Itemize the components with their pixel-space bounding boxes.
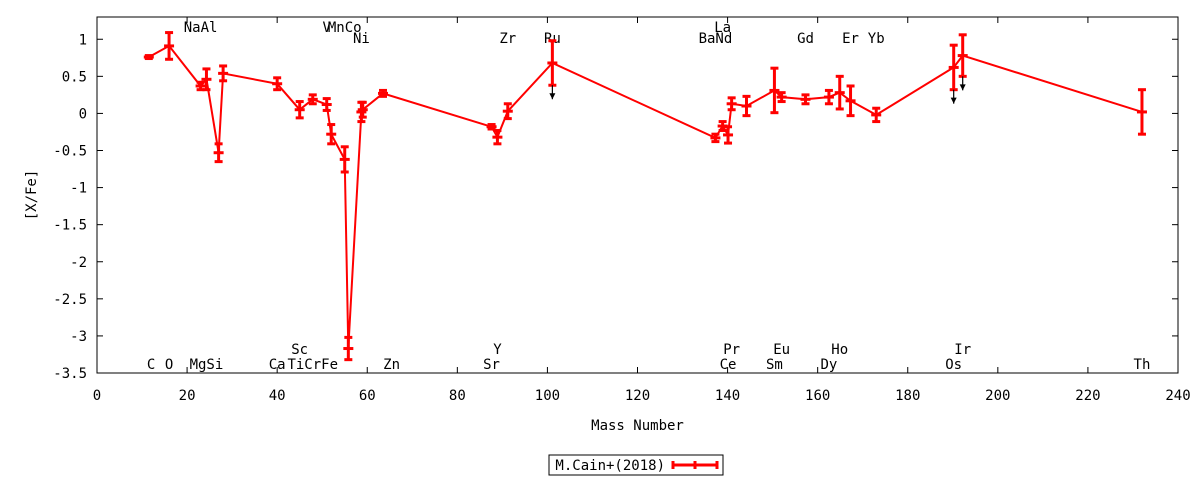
- x-tick-label: 220: [1075, 388, 1100, 404]
- element-label: Ni: [353, 31, 370, 47]
- data-point: [213, 142, 224, 164]
- data-point: [741, 94, 752, 118]
- x-axis-label: Mass Number: [591, 418, 684, 434]
- x-tick-label: 120: [625, 388, 650, 404]
- element-label: C: [147, 357, 155, 373]
- y-tick-label: -0.5: [53, 144, 87, 160]
- element-label: Ho: [831, 342, 848, 358]
- data-point: [339, 145, 350, 174]
- data-point: [723, 125, 734, 145]
- element-label: Pr: [723, 342, 740, 358]
- data-point: [948, 43, 959, 104]
- data-point: [823, 88, 834, 106]
- data-point: [357, 100, 368, 119]
- element-label: Gd: [797, 31, 814, 47]
- data-point: [326, 123, 337, 146]
- element-label: Ru: [544, 31, 561, 47]
- element-label: MgSi: [190, 357, 224, 373]
- data-point: [294, 100, 305, 120]
- data-point: [834, 74, 845, 111]
- data-point: [845, 84, 856, 118]
- element-label: Eu: [773, 342, 790, 358]
- y-tick-label: -3.5: [53, 366, 87, 382]
- legend: M.Cain+(2018): [548, 454, 724, 476]
- element-label: Os: [945, 357, 962, 373]
- data-point: [502, 102, 513, 121]
- legend-key: [671, 461, 719, 469]
- data-point: [726, 96, 737, 112]
- upper-limit-arrowhead: [959, 84, 966, 91]
- element-label: Sm: [766, 357, 783, 373]
- data-point: [343, 335, 354, 362]
- data-point: [378, 88, 389, 98]
- x-tick-label: 180: [895, 388, 920, 404]
- series-line: [148, 44, 1143, 349]
- series-layer: [143, 31, 1147, 362]
- data-point: [143, 54, 154, 61]
- plot-frame: [96, 16, 1179, 374]
- y-tick-label: -2.5: [53, 292, 87, 308]
- data-point: [218, 64, 229, 83]
- data-point: [776, 91, 787, 104]
- x-tick-label: 100: [535, 388, 560, 404]
- data-point: [321, 97, 332, 112]
- y-tick-label: 0: [79, 106, 87, 122]
- data-point: [957, 33, 968, 91]
- data-point: [307, 93, 318, 106]
- y-axis-label: [X/Fe]: [24, 170, 40, 221]
- data-point: [164, 31, 175, 61]
- data-point: [871, 106, 882, 124]
- x-tick-label: 40: [269, 388, 286, 404]
- y-tick-label: -2: [70, 255, 87, 271]
- element-label: La: [714, 20, 731, 36]
- element-label: Zr: [499, 31, 516, 47]
- x-tick-label: 80: [449, 388, 466, 404]
- legend-label: M.Cain+(2018): [555, 458, 665, 474]
- data-point: [272, 76, 283, 92]
- x-tick-label: 200: [985, 388, 1010, 404]
- element-label: Sc: [291, 342, 308, 358]
- element-label: Ca: [269, 357, 286, 373]
- y-tick-label: -1.5: [53, 218, 87, 234]
- element-label: Y: [493, 342, 502, 358]
- x-tick-label: 60: [359, 388, 376, 404]
- element-label: Dy: [820, 357, 837, 373]
- element-label: Ir: [954, 342, 971, 358]
- data-point: [547, 39, 558, 100]
- data-point: [201, 67, 212, 92]
- upper-limit-arrowhead: [549, 93, 556, 100]
- y-tick-label: -3: [70, 329, 87, 345]
- data-point: [800, 93, 811, 106]
- legend-box: [548, 454, 724, 476]
- element-label: Th: [1134, 357, 1151, 373]
- upper-limit-arrowhead: [950, 97, 957, 104]
- element-label: Yb: [868, 31, 885, 47]
- element-label: Sr: [483, 357, 500, 373]
- element-label: Er: [842, 31, 859, 47]
- element-label: MnCo: [328, 20, 362, 36]
- x-tick-label: 160: [805, 388, 830, 404]
- element-label: BaNd: [699, 31, 733, 47]
- data-point: [710, 132, 721, 144]
- axes: 0 20 40 60 80 100 120 140 160 180 200 220 240 -3.5 -3 -…: [53, 17, 1191, 404]
- data-point: [486, 123, 497, 131]
- x-tick-label: 20: [179, 388, 196, 404]
- data-point: [1136, 88, 1147, 136]
- y-tick-label: 0.5: [62, 69, 87, 85]
- element-label: Zn: [383, 357, 400, 373]
- data-point: [492, 128, 503, 146]
- element-label: O: [165, 357, 173, 373]
- element-label: NaAl: [184, 20, 218, 36]
- x-tick-label: 140: [715, 388, 740, 404]
- x-tick-label: 0: [93, 388, 101, 404]
- element-label: V: [322, 20, 331, 36]
- y-tick-label: -1: [70, 181, 87, 197]
- element-label: TiCrFe: [287, 357, 338, 373]
- x-tick-label: 240: [1165, 388, 1190, 404]
- y-tick-label: 1: [79, 32, 87, 48]
- data-point: [769, 66, 780, 115]
- element-label: Ce: [720, 357, 737, 373]
